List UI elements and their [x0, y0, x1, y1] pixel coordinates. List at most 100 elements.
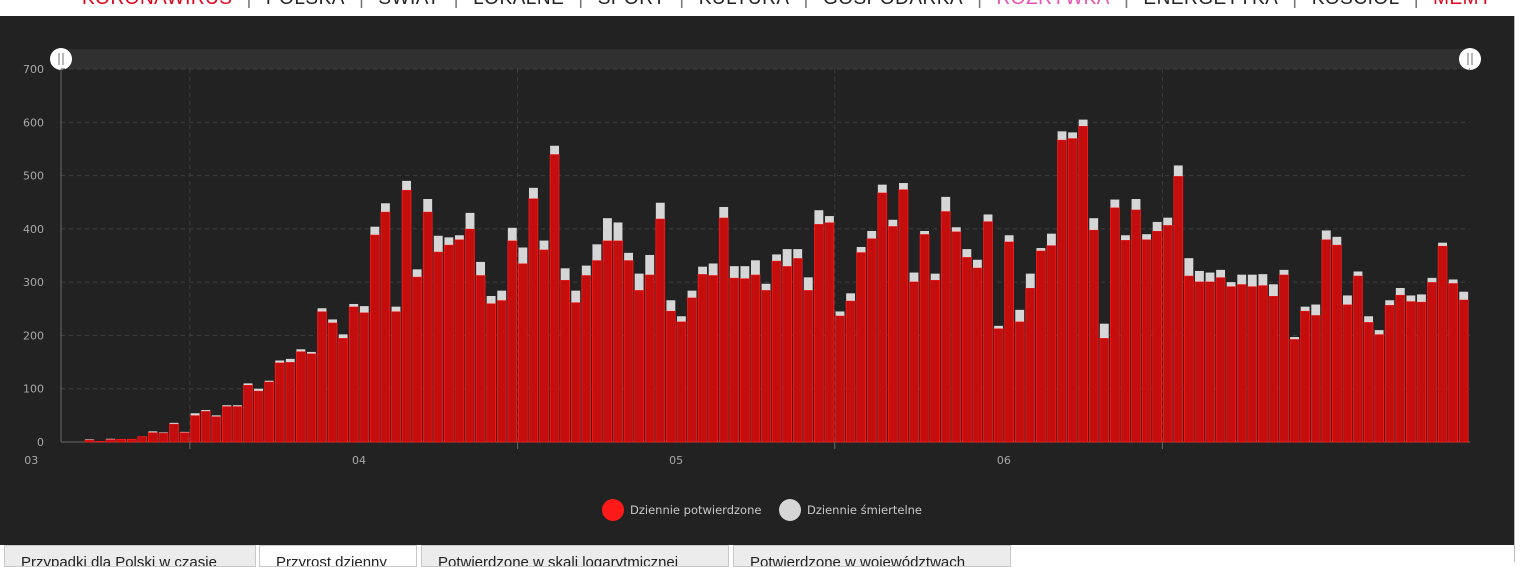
- bar-day[interactable]: [771, 254, 782, 443]
- nav-item-2[interactable]: ŚWIAT: [378, 0, 439, 10]
- bar-confirmed[interactable]: [1321, 239, 1332, 443]
- bar-confirmed[interactable]: [1289, 338, 1300, 443]
- nav-item-5[interactable]: KULTURA: [699, 0, 790, 10]
- bar-confirmed[interactable]: [1406, 300, 1416, 443]
- tab-0[interactable]: Przypadki dla Polski w czasie: [4, 545, 256, 567]
- bar-confirmed[interactable]: [454, 239, 465, 443]
- bar-day[interactable]: [1099, 323, 1110, 443]
- bar-day[interactable]: [1321, 230, 1332, 443]
- bar-confirmed[interactable]: [1194, 281, 1205, 443]
- bar-day[interactable]: [898, 183, 909, 443]
- bar-deaths[interactable]: [1163, 217, 1173, 226]
- bar-day[interactable]: [518, 247, 528, 443]
- bar-confirmed[interactable]: [338, 337, 348, 443]
- bar-confirmed[interactable]: [888, 225, 898, 443]
- bar-confirmed[interactable]: [951, 231, 962, 443]
- bar-day[interactable]: [644, 254, 655, 443]
- bar-day[interactable]: [84, 439, 95, 443]
- bar-confirmed[interactable]: [317, 311, 327, 443]
- bar-day[interactable]: [190, 413, 200, 443]
- bar-deaths[interactable]: [729, 266, 739, 278]
- bar-confirmed[interactable]: [1236, 283, 1247, 443]
- bar-deaths[interactable]: [856, 246, 866, 253]
- bar-day[interactable]: [1088, 218, 1099, 443]
- bar-day[interactable]: [930, 273, 940, 443]
- bar-day[interactable]: [401, 180, 412, 443]
- bar-deaths[interactable]: [920, 230, 930, 235]
- bar-confirmed[interactable]: [475, 274, 486, 443]
- bar-confirmed[interactable]: [845, 300, 856, 443]
- bar-deaths[interactable]: [645, 254, 655, 275]
- bar-deaths[interactable]: [518, 247, 528, 264]
- bar-deaths[interactable]: [772, 254, 782, 261]
- bar-day[interactable]: [158, 432, 169, 443]
- bar-day[interactable]: [306, 351, 317, 443]
- bar-confirmed[interactable]: [359, 312, 370, 443]
- bar-deaths[interactable]: [1099, 323, 1109, 339]
- tab-2[interactable]: Potwierdzone w skali logarytmicznej: [421, 545, 729, 567]
- bar-day[interactable]: [1194, 270, 1205, 443]
- nav-item-6[interactable]: GOSPODARKA: [823, 0, 963, 10]
- bar-day[interactable]: [1384, 300, 1395, 443]
- bar-day[interactable]: [137, 436, 148, 443]
- bar-confirmed[interactable]: [158, 432, 169, 443]
- bar-confirmed[interactable]: [1088, 229, 1099, 443]
- bar-deaths[interactable]: [698, 266, 708, 275]
- bar-confirmed[interactable]: [253, 390, 264, 443]
- bar-day[interactable]: [1300, 306, 1310, 443]
- bar-deaths[interactable]: [602, 218, 612, 241]
- bar-confirmed[interactable]: [169, 423, 179, 443]
- bar-confirmed[interactable]: [1268, 295, 1279, 443]
- bar-deaths[interactable]: [761, 283, 771, 291]
- bar-confirmed[interactable]: [866, 238, 877, 443]
- bar-day[interactable]: [1205, 272, 1215, 443]
- bar-confirmed[interactable]: [687, 297, 697, 443]
- bar-day[interactable]: [708, 263, 718, 443]
- bar-confirmed[interactable]: [666, 310, 676, 443]
- bar-confirmed[interactable]: [1025, 287, 1036, 443]
- legend-item-0[interactable]: Dziennie potwierdzone: [602, 499, 761, 521]
- bar-confirmed[interactable]: [792, 257, 803, 443]
- bar-day[interactable]: [1363, 316, 1374, 443]
- bar-confirmed[interactable]: [1120, 239, 1131, 443]
- bar-day[interactable]: [592, 244, 602, 443]
- bar-day[interactable]: [422, 199, 433, 443]
- bar-confirmed[interactable]: [718, 217, 729, 443]
- tab-1[interactable]: Przyrost dzienny: [259, 545, 417, 567]
- bar-day[interactable]: [940, 196, 951, 443]
- bar-confirmed[interactable]: [327, 322, 338, 443]
- bar-deaths[interactable]: [296, 349, 306, 352]
- bar-deaths[interactable]: [158, 432, 168, 433]
- bar-deaths[interactable]: [1300, 306, 1310, 311]
- bar-deaths[interactable]: [793, 249, 803, 259]
- bar-deaths[interactable]: [571, 290, 581, 303]
- bar-confirmed[interactable]: [486, 303, 496, 443]
- bar-confirmed[interactable]: [1152, 230, 1162, 443]
- bar-deaths[interactable]: [951, 227, 961, 232]
- bar-deaths[interactable]: [846, 293, 856, 301]
- bar-confirmed[interactable]: [740, 278, 750, 443]
- bar-deaths[interactable]: [148, 431, 158, 433]
- bar-day[interactable]: [951, 227, 962, 443]
- bar-day[interactable]: [211, 415, 222, 443]
- bar-confirmed[interactable]: [348, 306, 359, 443]
- bar-confirmed[interactable]: [1057, 139, 1067, 443]
- bar-deaths[interactable]: [412, 269, 422, 277]
- bar-day[interactable]: [613, 222, 623, 443]
- bar-deaths[interactable]: [962, 249, 972, 258]
- bar-confirmed[interactable]: [285, 361, 296, 443]
- bar-day[interactable]: [1014, 309, 1025, 443]
- bar-day[interactable]: [1310, 304, 1321, 443]
- bar-confirmed[interactable]: [592, 259, 602, 443]
- bar-deaths[interactable]: [1321, 230, 1331, 240]
- bar-day[interactable]: [539, 240, 549, 443]
- bar-deaths[interactable]: [655, 202, 665, 219]
- bar-day[interactable]: [1437, 242, 1448, 443]
- bar-day[interactable]: [666, 300, 676, 443]
- bar-confirmed[interactable]: [930, 279, 940, 443]
- bar-confirmed[interactable]: [1363, 321, 1374, 443]
- bar-day[interactable]: [1141, 234, 1152, 443]
- bar-confirmed[interactable]: [296, 351, 306, 443]
- bar-day[interactable]: [296, 349, 306, 443]
- bar-day[interactable]: [549, 145, 560, 443]
